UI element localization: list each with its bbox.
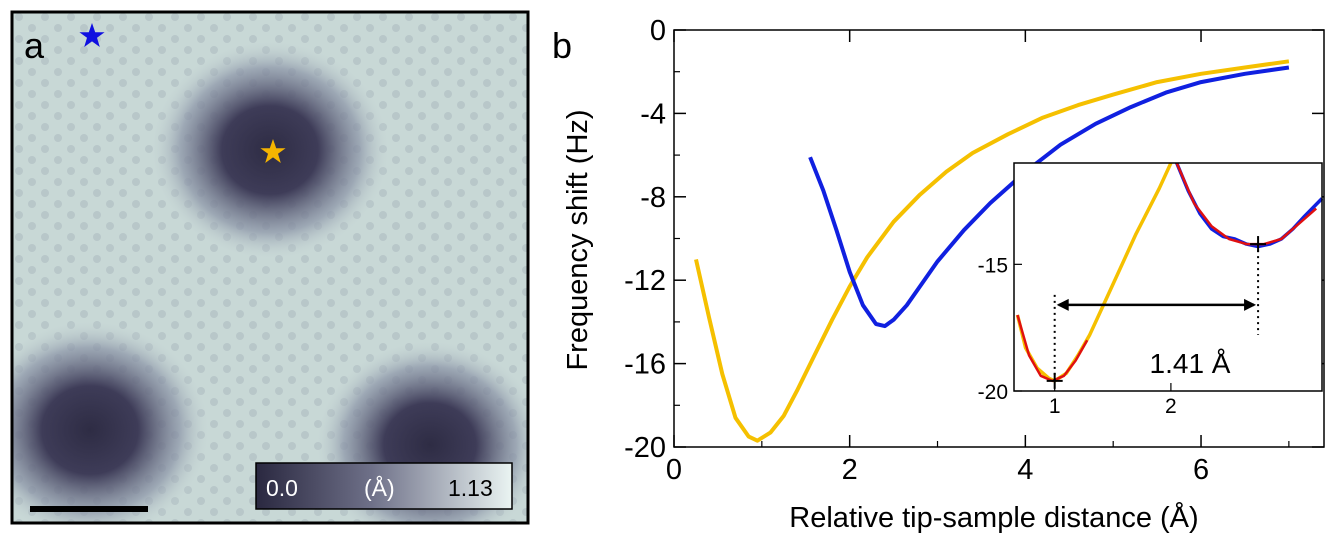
y-tick-label: -4 — [640, 98, 666, 130]
arrow-head-right — [1244, 298, 1257, 311]
main-series-line-1 — [808, 65, 1290, 329]
inset-series-line-3 — [1175, 162, 1318, 246]
colorbar-unit-label: (Å) — [364, 474, 395, 501]
inset-ticks: 1 2 -15 -20 — [978, 254, 1177, 418]
main-series — [694, 59, 1290, 443]
inset-series — [1015, 162, 1324, 383]
blue-star-icon — [79, 23, 105, 47]
x-tick-label: 2 — [842, 454, 858, 486]
y-tick-label: -16 — [624, 349, 666, 381]
panel-label-a: a — [24, 25, 45, 66]
y-tick-label: -8 — [640, 182, 666, 214]
arrow-head-left — [1056, 298, 1069, 311]
scale-bar — [30, 506, 148, 512]
main-ticks: 0 2 4 6 0 -4 -8 -12 -16 -20 — [624, 15, 1324, 486]
inset-frame — [1013, 162, 1323, 392]
colorbar-min-label: 0.0 — [266, 475, 298, 501]
main-series-line-0 — [694, 59, 1290, 443]
orange-star-icon — [260, 139, 286, 163]
panel-label-b: b — [552, 25, 572, 66]
colorbar-max-label: 1.13 — [448, 475, 493, 501]
colorbar: 0.0 (Å) 1.13 — [255, 462, 513, 510]
inset-chart: 1 2 -15 -20 1.41 Å — [978, 162, 1324, 418]
inset-series-line-0 — [1015, 162, 1173, 383]
frequency-shift-chart: b 0 2 4 6 0 -4 -8 -12 -16 -20 Relative tip-sample… — [552, 15, 1325, 534]
image-frame — [10, 10, 530, 525]
inset-x-tick-label: 1 — [1049, 395, 1061, 418]
inset-x-tick-label: 2 — [1165, 395, 1177, 418]
inset-annotation-group — [1046, 236, 1267, 389]
inset-annotation: 1.41 Å — [1150, 348, 1231, 379]
x-tick-label: 4 — [1017, 454, 1033, 486]
y-tick-label: -12 — [624, 265, 666, 297]
x-tick-label: 0 — [666, 454, 682, 486]
inset-y-tick-label: -15 — [978, 254, 1008, 277]
y-tick-label: 0 — [650, 15, 666, 47]
inset-y-tick-label: -20 — [978, 381, 1008, 404]
panel-b: b 0 2 4 6 0 -4 -8 -12 -16 -20 Relative tip-sample… — [540, 0, 1344, 535]
stm-image: a 0.0 (Å) 1.13 — [10, 10, 530, 525]
y-tick-label: -20 — [624, 432, 666, 464]
x-axis-label: Relative tip-sample distance (Å) — [789, 501, 1198, 534]
x-tick-label: 6 — [1193, 454, 1209, 486]
y-axis-label: Frequency shift (Hz) — [562, 109, 594, 370]
dark-depression-bottom-left — [12, 320, 210, 523]
panel-a: a 0.0 (Å) 1.13 — [0, 0, 540, 535]
